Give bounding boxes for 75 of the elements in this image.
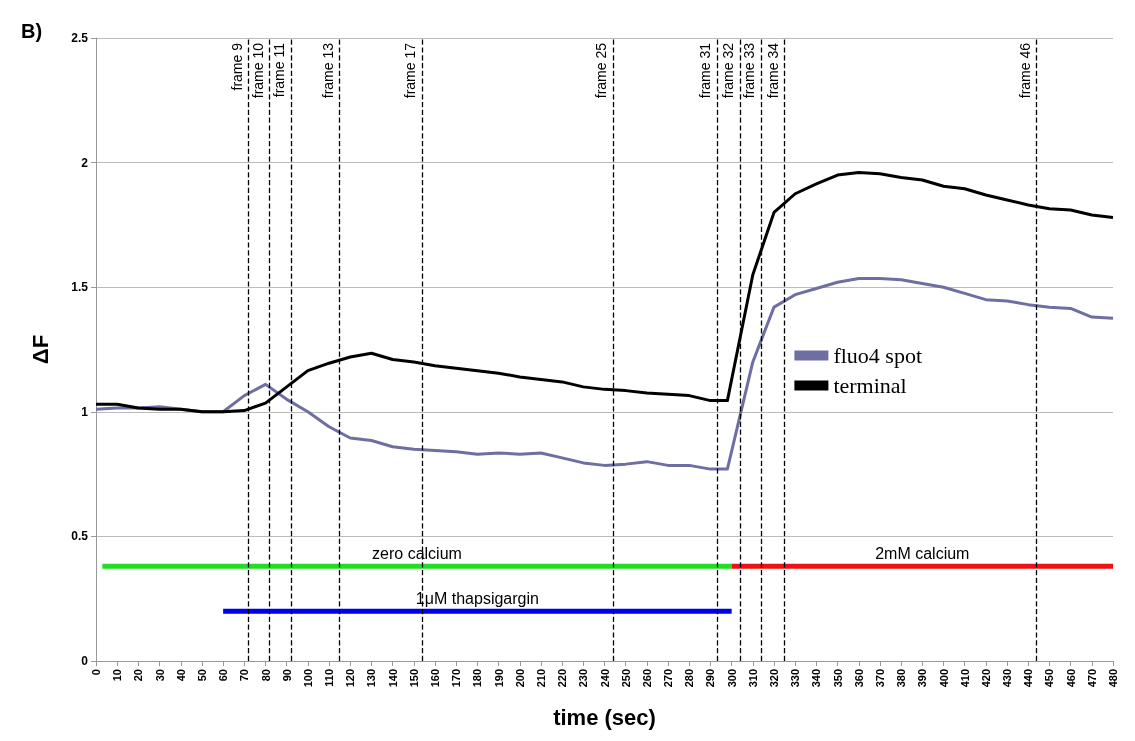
y-tick-label: 2 [81,155,89,170]
x-tick-label: 100 [301,669,314,688]
y-tick-label: 2.5 [71,31,89,45]
x-tick-label: 410 [958,669,971,688]
x-tick-label: 70 [238,669,251,682]
x-tick-label: 80 [259,669,272,682]
x-tick-label: 180 [471,669,484,688]
ref-line-label: frame 31 [696,42,713,99]
x-tick-label: 460 [1064,669,1077,688]
ref-line-label: frame 10 [249,42,266,99]
x-tick-label: 420 [979,669,992,688]
ref-line-label: frame 9 [228,42,245,91]
ref-line-label: frame 46 [1016,42,1033,99]
x-tick-label: 0 [90,669,102,676]
x-axis-title: time (sec) [553,704,656,730]
x-tick-label: 130 [365,669,378,688]
y-tick-label: 0.5 [71,529,89,544]
x-tick-label: 440 [1022,669,1035,688]
x-tick-label: 390 [916,669,929,688]
x-tick-label: 170 [450,669,463,688]
x-tick-label: 480 [1107,669,1119,688]
x-tick-label: 110 [323,669,336,687]
x-tick-label: 250 [619,669,632,688]
x-tick-label: 470 [1085,669,1098,688]
line-series [94,276,1115,471]
ref-line-label: frame 32 [720,42,737,99]
y-tick-label: 0 [81,654,89,668]
x-tick-label: 220 [556,669,569,688]
x-tick-label: 120 [344,669,357,688]
ref-line-label: frame 33 [741,42,758,99]
x-tick-label: 450 [1043,669,1056,688]
x-tick-label: 160 [429,669,441,688]
x-tick-label: 430 [1001,669,1014,688]
ref-line-label: frame 34 [764,42,781,99]
legend-label: terminal [833,373,907,398]
series-label: 2mM calcium [875,545,970,563]
x-tick-label: 190 [492,669,505,688]
y-tick-label: 1 [81,404,89,419]
x-tick-label: 90 [280,669,293,682]
y-axis-title: ΔF [27,334,53,365]
x-tick-label: 360 [852,669,865,688]
x-tick-label: 150 [407,669,420,688]
x-tick-label: 10 [111,669,124,682]
x-tick-label: 330 [789,669,802,688]
x-tick-label: 310 [746,669,759,688]
x-tick-label: 210 [534,669,547,688]
x-tick-label: 200 [513,669,526,688]
x-tick-label: 40 [174,669,187,682]
x-tick-label: 380 [895,669,908,688]
x-tick-label: 370 [873,669,886,688]
ref-line-label: frame 11 [270,42,287,98]
x-tick-label: 140 [386,669,399,688]
x-tick-label: 240 [598,669,611,688]
y-tick-label: 1.5 [71,280,89,295]
legend-label: fluo4 spot [833,343,923,368]
series-label: 1μM thapsigargin [415,590,539,608]
x-tick-label: 30 [153,669,166,682]
x-tick-label: 50 [195,669,208,682]
x-tick-label: 290 [704,669,717,688]
x-tick-label: 320 [768,669,780,688]
x-tick-label: 260 [640,669,653,688]
x-tick-label: 400 [937,669,950,688]
ref-line-label: frame 25 [592,42,609,99]
x-tick-label: 350 [831,669,844,688]
x-tick-label: 340 [810,669,823,688]
chart-title: B) [21,20,43,42]
x-tick-label: 60 [217,669,230,682]
x-tick-label: 230 [577,669,590,688]
x-tick-label: 300 [725,669,738,688]
ref-line-label: frame 17 [402,42,419,99]
series-label: zero calcium [372,545,462,563]
x-tick-label: 270 [662,669,675,688]
x-tick-label: 20 [132,669,145,682]
x-tick-label: 280 [683,669,696,688]
ref-line-label: frame 13 [319,42,336,99]
